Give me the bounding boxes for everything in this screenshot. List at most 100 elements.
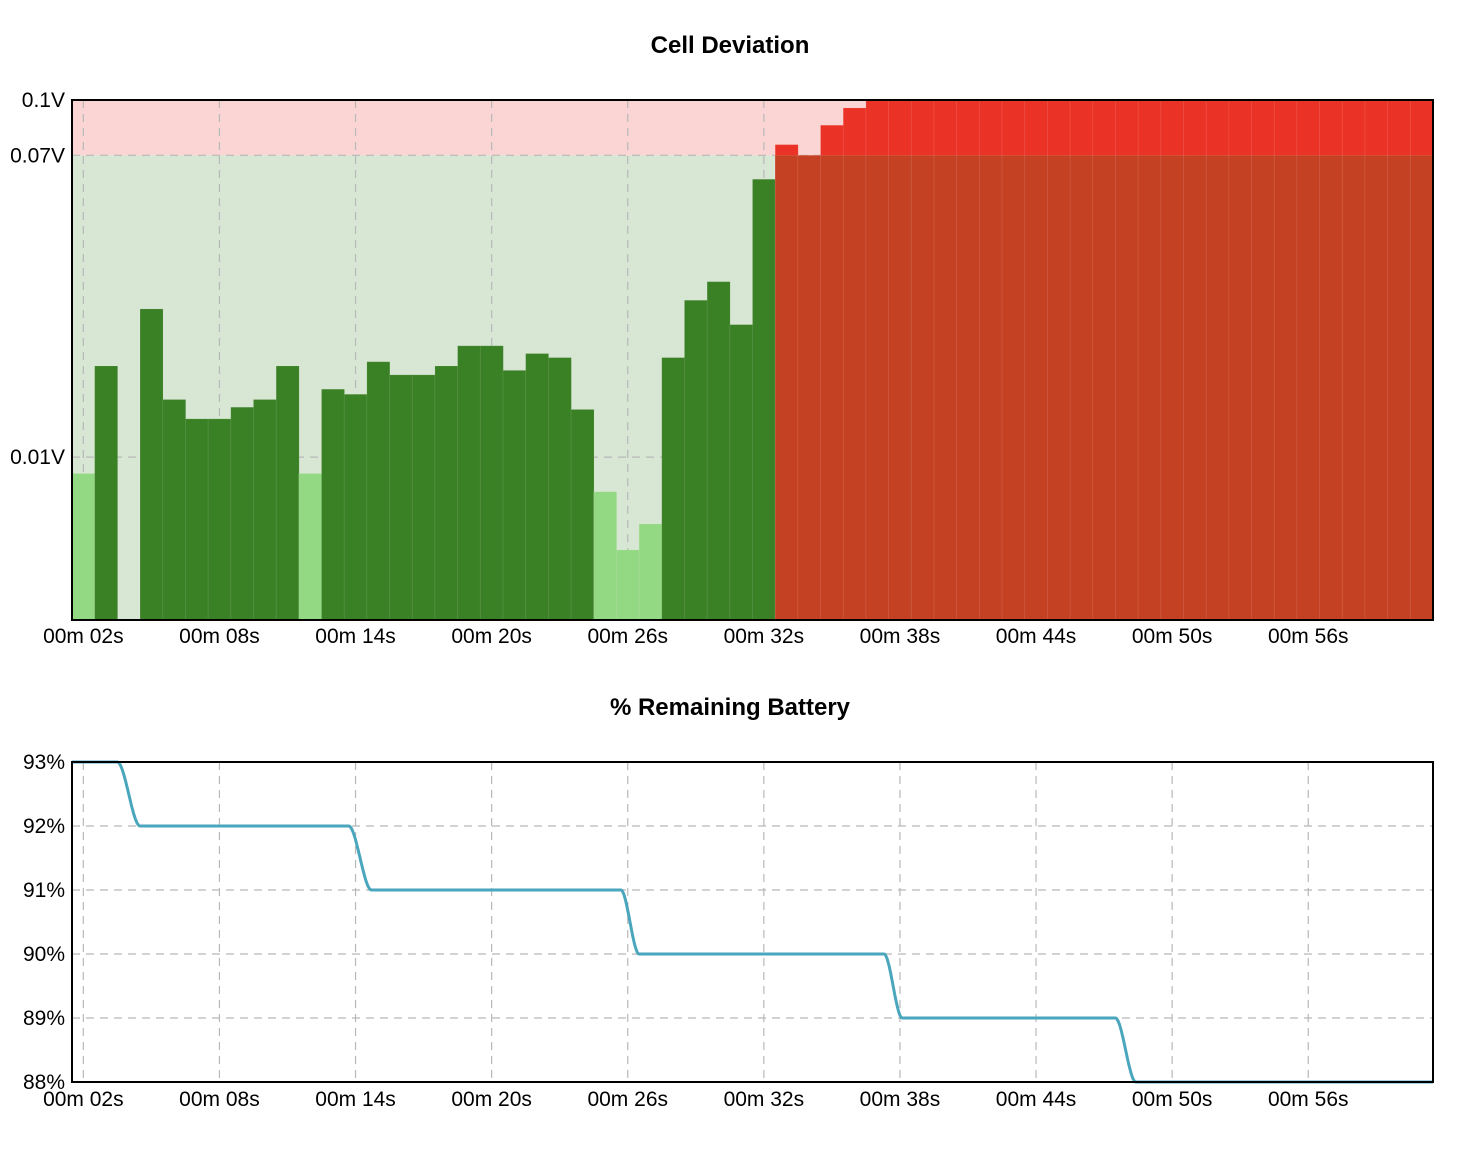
deviation-bar-overlay	[978, 154, 1003, 621]
deviation-bar-overlay	[774, 154, 799, 621]
battery-x-tick-labels: 00m 02s 00m 08s 00m 14s 00m 20s 00m 26s 00m 3…	[43, 1088, 1348, 1111]
x-tick-label: 00m 14s	[315, 625, 396, 648]
deviation-bar-overlay	[820, 154, 844, 621]
deviation-bar	[752, 178, 776, 621]
x-tick-label: 00m 20s	[451, 625, 532, 648]
battery-y-tick-labels: 93% 92% 91% 90% 89% 88%	[23, 751, 65, 1094]
deviation-bar	[275, 365, 300, 621]
deviation-bar-overlay	[910, 154, 935, 621]
y-tick-label: 0.07V	[10, 144, 65, 167]
deviation-bar-overlay	[1364, 154, 1389, 621]
battery-vertical-grid	[82, 762, 1309, 1082]
deviation-bar-overlay	[1228, 154, 1253, 621]
deviation-bar	[411, 374, 436, 621]
deviation-bar-overlay	[933, 154, 958, 621]
x-tick-label: 00m 44s	[996, 625, 1077, 648]
deviation-bar	[139, 308, 164, 621]
x-tick-label: 00m 50s	[1132, 625, 1213, 648]
deviation-bar	[207, 418, 232, 621]
deviation-bar-overlay	[1001, 154, 1026, 621]
y-tick-label: 93%	[23, 751, 65, 774]
x-tick-label: 00m 56s	[1268, 1088, 1349, 1111]
x-tick-label: 00m 02s	[43, 1088, 124, 1111]
x-tick-label: 00m 08s	[179, 625, 260, 648]
deviation-bar-overlay	[1273, 154, 1298, 621]
deviation-bar	[253, 399, 277, 621]
deviation-bar	[321, 388, 345, 621]
deviation-bar-overlay	[865, 154, 890, 621]
x-tick-label: 00m 44s	[996, 1088, 1077, 1111]
cell-deviation-title: Cell Deviation	[651, 32, 810, 59]
y-tick-label: 0.01V	[10, 446, 65, 469]
deviation-bar	[729, 324, 754, 621]
deviation-bar-overlay	[1046, 154, 1071, 621]
cell-deviation-frame	[71, 99, 1434, 621]
y-tick-label: 90%	[23, 943, 65, 966]
deviation-bar-overlay	[1387, 154, 1412, 621]
deviation-bar	[298, 473, 323, 621]
deviation-bar-overlay	[1183, 154, 1207, 621]
deviation-bar-overlay	[1069, 154, 1094, 621]
x-tick-label: 00m 26s	[587, 625, 668, 648]
x-tick-label: 00m 20s	[451, 1088, 532, 1111]
battery-chart: % Remaining Battery 93% 92% 91% 90% 89% 88% 0…	[23, 694, 1434, 1111]
deviation-bar	[479, 345, 504, 621]
deviation-bar	[570, 409, 595, 621]
deviation-bar-overlay	[888, 154, 912, 621]
x-tick-label: 00m 26s	[587, 1088, 668, 1111]
deviation-bar	[230, 406, 255, 621]
x-tick-label: 00m 38s	[860, 1088, 941, 1111]
x-tick-label: 00m 50s	[1132, 1088, 1213, 1111]
deviation-bar	[434, 365, 459, 621]
deviation-bar	[616, 549, 640, 621]
deviation-bar-overlay	[1251, 154, 1275, 621]
y-tick-label: 91%	[23, 879, 65, 902]
deviation-bar-overlay	[1205, 154, 1230, 621]
x-tick-label: 00m 56s	[1268, 625, 1349, 648]
deviation-bar	[593, 491, 618, 621]
cell-deviation-overlay	[774, 154, 1434, 621]
deviation-bar	[661, 357, 686, 621]
battery-line	[72, 760, 1433, 1084]
x-tick-label: 00m 38s	[860, 625, 941, 648]
deviation-bar	[366, 361, 391, 621]
x-tick-label: 00m 02s	[43, 625, 124, 648]
battery-title: % Remaining Battery	[610, 694, 851, 721]
x-tick-label: 00m 14s	[315, 1088, 396, 1111]
deviation-bar-overlay	[1137, 154, 1162, 621]
deviation-bar	[502, 369, 527, 621]
x-tick-label: 00m 32s	[724, 1088, 805, 1111]
cell-deviation-x-tick-labels: 00m 02s 00m 08s 00m 14s 00m 20s 00m 26s 00m 3…	[43, 625, 1348, 648]
deviation-bar	[684, 299, 708, 621]
y-tick-label: 92%	[23, 815, 65, 838]
y-tick-label: 88%	[23, 1071, 65, 1094]
x-tick-label: 00m 08s	[179, 1088, 260, 1111]
deviation-bar	[525, 353, 550, 621]
deviation-bar	[457, 345, 482, 621]
deviation-bar-overlay	[1296, 154, 1321, 621]
x-tick-label: 00m 32s	[724, 625, 805, 648]
deviation-bar	[185, 418, 209, 621]
deviation-bar	[547, 357, 572, 621]
deviation-bar-overlay	[1409, 154, 1434, 621]
deviation-bar-overlay	[1024, 154, 1049, 621]
deviation-bar	[389, 374, 413, 621]
deviation-bar	[162, 399, 187, 621]
battery-frame	[71, 761, 1434, 1083]
y-tick-label: 89%	[23, 1007, 65, 1030]
deviation-bar-overlay	[797, 154, 822, 621]
deviation-bar-overlay	[842, 154, 867, 621]
deviation-bar-overlay	[1160, 154, 1185, 621]
battery-horizontal-grid	[72, 825, 1433, 1019]
deviation-bar	[343, 393, 368, 621]
cell-deviation-y-tick-labels: 0.1V 0.07V 0.01V	[10, 89, 65, 469]
deviation-bar	[638, 523, 663, 621]
y-tick-label: 0.1V	[22, 89, 65, 112]
deviation-bar	[71, 473, 96, 621]
deviation-bar-overlay	[1319, 154, 1343, 621]
deviation-bar-overlay	[1341, 154, 1366, 621]
deviation-bar-overlay	[956, 154, 981, 621]
